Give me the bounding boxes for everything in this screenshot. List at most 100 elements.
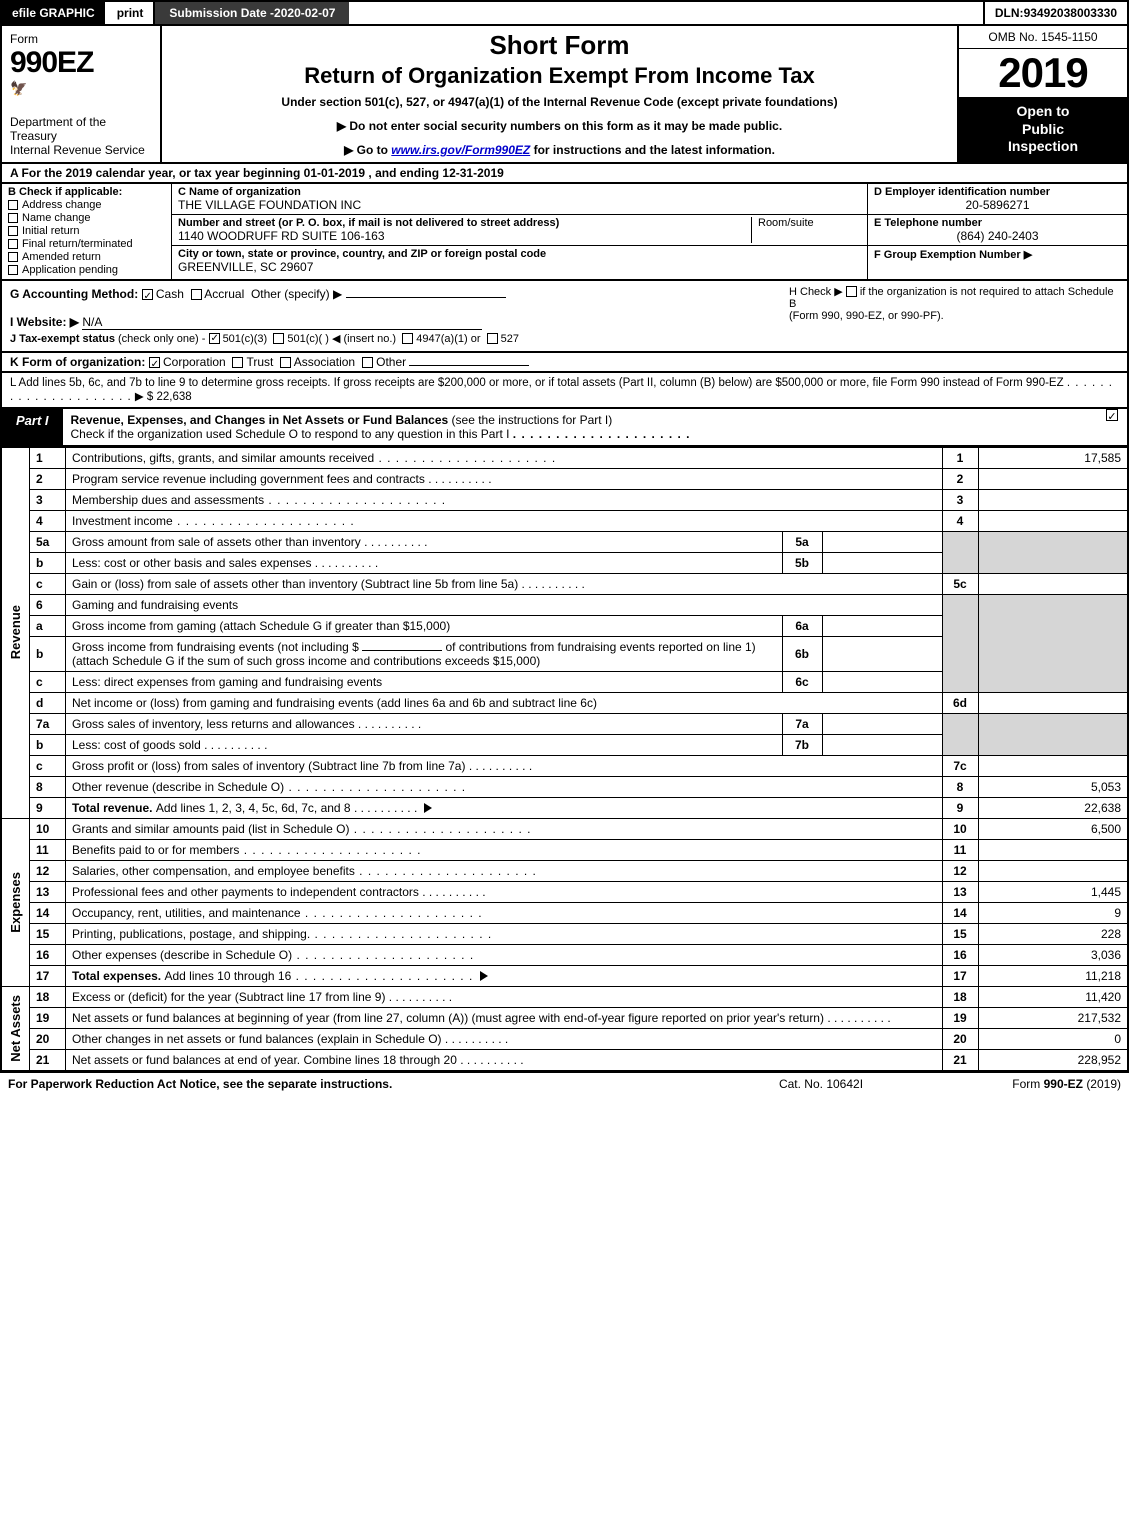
- table-row: c Gross profit or (loss) from sales of i…: [1, 755, 1128, 776]
- lines-ghij: H Check ▶ if the organization is not req…: [0, 281, 1129, 353]
- street-row: Number and street (or P. O. box, if mail…: [172, 215, 867, 246]
- line-k-label: K Form of organization:: [10, 355, 149, 369]
- line-amount: [978, 468, 1128, 489]
- line-desc: Less: cost of goods sold: [66, 734, 783, 755]
- line-amount: 217,532: [978, 1007, 1128, 1028]
- part-1-schedule-o-checkbox[interactable]: [1097, 409, 1127, 445]
- form-ssn-warning: ▶ Do not enter social security numbers o…: [172, 119, 947, 133]
- checkbox-icon: [8, 213, 18, 223]
- revenue-label: Revenue: [8, 605, 23, 659]
- chk-527[interactable]: [487, 333, 498, 344]
- goto-suffix: for instructions and the latest informat…: [534, 143, 775, 157]
- table-row: 7a Gross sales of inventory, less return…: [1, 713, 1128, 734]
- box-f: F Group Exemption Number ▶: [868, 246, 1127, 279]
- line-num: 8: [30, 776, 66, 797]
- street-label: Number and street (or P. O. box, if mail…: [178, 217, 751, 229]
- chk-name-change[interactable]: Name change: [8, 212, 165, 224]
- line-6b-pre: Gross income from fundraising events (no…: [72, 640, 359, 654]
- inspect-1: Open to: [1017, 103, 1070, 119]
- table-row: 13 Professional fees and other payments …: [1, 881, 1128, 902]
- other-org-field[interactable]: [409, 365, 529, 366]
- identity-block: B Check if applicable: Address change Na…: [0, 184, 1129, 281]
- chk-other[interactable]: [362, 357, 373, 368]
- chk-501c3[interactable]: [209, 333, 220, 344]
- form-header-center: Short Form Return of Organization Exempt…: [162, 26, 957, 162]
- line-num: b: [30, 552, 66, 573]
- line-i-label: I Website: ▶: [10, 315, 79, 329]
- form-ref: Form 990-EZ (2019): [921, 1077, 1121, 1091]
- line-num: 18: [30, 986, 66, 1007]
- chk-address-change[interactable]: Address change: [8, 199, 165, 211]
- line-num: 7a: [30, 713, 66, 734]
- form-number: 990EZ: [10, 46, 152, 80]
- line-desc: Net assets or fund balances at end of ye…: [66, 1049, 943, 1071]
- line-amount: 0: [978, 1028, 1128, 1049]
- efile-graphic-button[interactable]: efile GRAPHIC: [2, 2, 107, 24]
- line-num: c: [30, 671, 66, 692]
- checkbox-icon: [8, 265, 18, 275]
- line-num: 9: [30, 797, 66, 818]
- line-num: 2: [30, 468, 66, 489]
- line-num: 12: [30, 860, 66, 881]
- phone-value: (864) 240-2403: [874, 229, 1121, 243]
- chk-initial-return[interactable]: Initial return: [8, 225, 165, 237]
- form-subtitle: Under section 501(c), 527, or 4947(a)(1)…: [172, 95, 947, 109]
- website-value: N/A: [82, 315, 102, 329]
- group-exemption-label: F Group Exemption Number ▶: [874, 248, 1121, 261]
- form-title-2: Return of Organization Exempt From Incom…: [172, 63, 947, 89]
- line-num: b: [30, 734, 66, 755]
- line-ref: 6d: [942, 692, 978, 713]
- city-label: City or town, state or province, country…: [178, 248, 861, 260]
- line-desc: Total expenses. Add lines 10 through 16: [66, 965, 943, 986]
- chk-accrual[interactable]: [191, 289, 202, 300]
- line-desc: Membership dues and assessments: [66, 489, 943, 510]
- website-field[interactable]: N/A: [82, 315, 482, 330]
- other-specify-field[interactable]: [346, 297, 506, 298]
- chk-label: Application pending: [22, 264, 118, 276]
- line-ref: 7c: [942, 755, 978, 776]
- chk-application-pending[interactable]: Application pending: [8, 264, 165, 276]
- line-a-prefix: A For the 2019 calendar year, or tax yea…: [10, 166, 304, 180]
- line-desc: Program service revenue including govern…: [66, 468, 943, 489]
- table-row: 20 Other changes in net assets or fund b…: [1, 1028, 1128, 1049]
- chk-cash[interactable]: [142, 289, 153, 300]
- submission-date-badge: Submission Date - 2020-02-07: [155, 2, 349, 24]
- line-amount: [978, 489, 1128, 510]
- line-amount: 9: [978, 902, 1128, 923]
- arrow-right-icon: [480, 971, 488, 981]
- line-desc: Other revenue (describe in Schedule O): [66, 776, 943, 797]
- checkbox-icon: [8, 239, 18, 249]
- form-ref-c: (2019): [1086, 1077, 1121, 1091]
- chk-corporation[interactable]: [149, 357, 160, 368]
- line-num: 14: [30, 902, 66, 923]
- line-num: 1: [30, 447, 66, 468]
- line-6b-amount-field[interactable]: [362, 650, 442, 651]
- dln-value: 93492038003330: [1024, 6, 1117, 20]
- chk-4947[interactable]: [402, 333, 413, 344]
- chk-amended-return[interactable]: Amended return: [8, 251, 165, 263]
- part-1-title-note: (see the instructions for Part I): [452, 413, 613, 427]
- table-row: Expenses 10 Grants and similar amounts p…: [1, 818, 1128, 839]
- section-revenue: Revenue: [1, 447, 30, 818]
- chk-trust[interactable]: [232, 357, 243, 368]
- chk-final-return[interactable]: Final return/terminated: [8, 238, 165, 250]
- irs-link[interactable]: www.irs.gov/Form990EZ: [391, 143, 530, 157]
- checkbox-icon[interactable]: [846, 286, 857, 297]
- chk-association[interactable]: [280, 357, 291, 368]
- chk-label: Address change: [22, 199, 102, 211]
- line-amount: 228,952: [978, 1049, 1128, 1071]
- print-button[interactable]: print: [107, 2, 156, 24]
- sub-amount: [822, 734, 942, 755]
- line-desc: Gross income from fundraising events (no…: [66, 636, 783, 671]
- chk-501c[interactable]: [273, 333, 284, 344]
- line-desc: Net assets or fund balances at beginning…: [66, 1007, 943, 1028]
- line-h-pre: H Check ▶: [789, 286, 846, 298]
- line-desc: Gross profit or (loss) from sales of inv…: [66, 755, 943, 776]
- table-row: 15 Printing, publications, postage, and …: [1, 923, 1128, 944]
- line-desc: Net income or (loss) from gaming and fun…: [66, 692, 943, 713]
- form-header-left: Form 990EZ 🦅 Department of the Treasury …: [2, 26, 162, 162]
- line-num: a: [30, 615, 66, 636]
- line-num: 19: [30, 1007, 66, 1028]
- box-b: B Check if applicable: Address change Na…: [2, 184, 172, 279]
- line-amount: [978, 692, 1128, 713]
